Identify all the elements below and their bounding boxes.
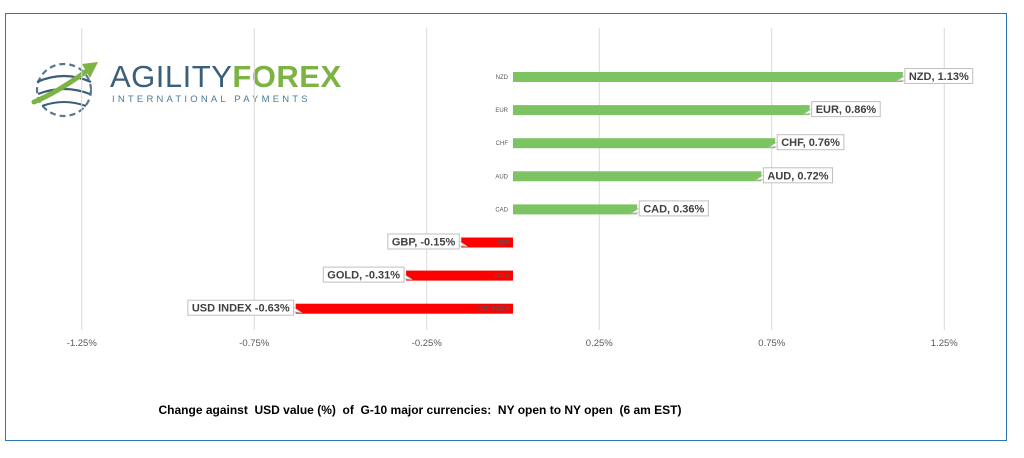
bar [513, 204, 638, 215]
data-label: NZD, 1.13% [909, 71, 969, 83]
bar [513, 72, 903, 82]
data-label-box [638, 200, 709, 217]
data-label-box [811, 101, 881, 118]
data-label: EUR, 0.86% [816, 104, 877, 116]
logo-tagline: INTERNATIONAL PAYMENTS [112, 94, 311, 105]
x-tick-label: 0.25% [586, 338, 613, 349]
category-label: CHF [496, 141, 509, 147]
logo-word-forex: FOREX [232, 59, 342, 94]
data-label-box [187, 299, 295, 316]
bar [513, 171, 762, 182]
data-label-box [776, 134, 845, 151]
category-label: CAD [495, 207, 508, 213]
data-label-box [762, 167, 834, 184]
data-label: CHF, 0.76% [781, 137, 840, 149]
category-label: AUD [495, 174, 508, 180]
data-label: USD INDEX -0.63% [192, 303, 290, 315]
data-label: GBP, -0.15% [392, 237, 456, 249]
x-tick-label: 0.75% [758, 338, 785, 349]
agility-forex-logo: AGILITYFOREX INTERNATIONAL PAYMENTS [28, 52, 341, 122]
data-label-box [387, 233, 460, 250]
x-tick-label: -0.75% [239, 338, 270, 349]
data-label: CAD, 0.36% [643, 203, 704, 215]
globe-swoosh-icon [31, 62, 98, 118]
bar [406, 270, 513, 281]
category-label: EUR [495, 108, 508, 114]
chart-caption: Change against USD value (%) of G-10 maj… [158, 403, 682, 417]
category-label: GOLD [493, 274, 511, 280]
bar [295, 303, 513, 314]
bar [513, 138, 776, 149]
data-label-box [322, 266, 405, 283]
logo-word-agility: AGILITY [110, 59, 233, 94]
category-label: NZD [496, 75, 509, 81]
data-label: AUD, 0.72% [767, 170, 828, 182]
x-tick-label: -1.25% [67, 338, 98, 349]
x-tick-label: 1.25% [931, 338, 958, 349]
category-label: USD INDEX [477, 307, 510, 313]
data-label: GOLD, -0.31% [327, 270, 400, 282]
data-label-box [904, 68, 974, 84]
logo-wordmark: AGILITYFOREX [110, 60, 342, 94]
chart-frame [5, 13, 1007, 441]
bar [461, 237, 513, 248]
x-tick-label: -0.25% [412, 338, 443, 349]
category-label: GBP [497, 241, 510, 247]
bar [513, 105, 810, 116]
